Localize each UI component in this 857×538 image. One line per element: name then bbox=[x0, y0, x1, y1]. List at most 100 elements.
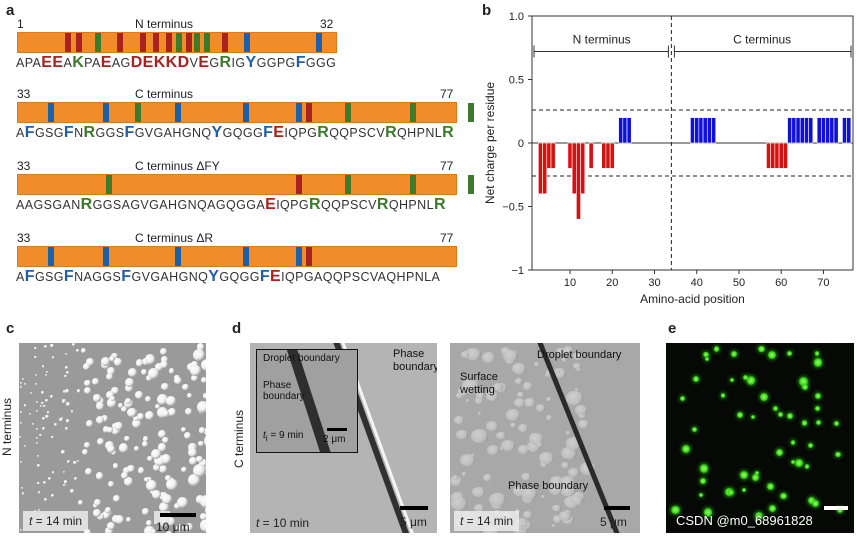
droplet bbox=[539, 461, 547, 468]
sequence-segment: GGG bbox=[305, 56, 337, 70]
droplet bbox=[31, 422, 34, 425]
droplet bbox=[70, 410, 74, 413]
droplet bbox=[549, 476, 563, 487]
droplet bbox=[200, 512, 206, 520]
droplet bbox=[127, 464, 135, 473]
droplet bbox=[472, 486, 486, 498]
scale-bar bbox=[824, 506, 848, 510]
watermark: CSDN @m0_68961828 bbox=[676, 513, 813, 528]
sequence-start-number: 33 bbox=[17, 231, 31, 245]
sequence-segment: E bbox=[270, 268, 282, 285]
droplet bbox=[105, 390, 115, 400]
y-tick-label: −0.5 bbox=[502, 202, 524, 214]
time-stamp: t = 14 min bbox=[454, 511, 520, 531]
droplet bbox=[184, 432, 192, 440]
y-tick-label: −1 bbox=[511, 265, 524, 277]
sequence-segment: A bbox=[63, 56, 73, 70]
residue-marker bbox=[153, 33, 159, 52]
residue-marker bbox=[176, 33, 182, 52]
droplet bbox=[61, 400, 65, 404]
droplet bbox=[107, 480, 115, 487]
data-bar bbox=[804, 117, 809, 144]
residue-marker bbox=[204, 33, 210, 52]
droplet bbox=[192, 464, 206, 478]
data-bar bbox=[609, 142, 615, 169]
droplet bbox=[540, 494, 546, 499]
droplet bbox=[487, 445, 500, 455]
droplet bbox=[133, 445, 140, 451]
droplet bbox=[814, 393, 821, 400]
droplet bbox=[198, 458, 206, 467]
droplet bbox=[481, 352, 495, 364]
droplet bbox=[773, 406, 779, 412]
droplet bbox=[520, 521, 528, 527]
droplet bbox=[521, 472, 531, 481]
sequence-segment: GSG bbox=[34, 126, 64, 140]
droplet bbox=[91, 377, 100, 386]
droplet bbox=[454, 416, 465, 424]
residue-marker bbox=[306, 103, 312, 122]
sequence-segment: IQPG bbox=[284, 126, 318, 140]
droplet bbox=[740, 471, 749, 480]
data-bar bbox=[690, 117, 695, 144]
droplet bbox=[166, 531, 173, 533]
droplet bbox=[698, 492, 704, 498]
droplet bbox=[107, 444, 115, 453]
residue-marker bbox=[48, 247, 54, 266]
data-bar bbox=[808, 117, 814, 144]
sequence-segment: IQPG bbox=[276, 198, 310, 212]
droplet bbox=[41, 402, 44, 405]
data-bar bbox=[601, 142, 607, 169]
droplet bbox=[63, 480, 68, 484]
droplet bbox=[815, 405, 820, 411]
droplet bbox=[182, 384, 189, 391]
droplet bbox=[200, 519, 206, 532]
droplet bbox=[82, 362, 90, 370]
droplet bbox=[109, 355, 115, 362]
sequence-segment: Y bbox=[245, 54, 257, 71]
droplet bbox=[555, 369, 561, 374]
residue-marker bbox=[106, 175, 112, 194]
data-bar bbox=[829, 117, 835, 144]
sequence-segment: R bbox=[309, 196, 322, 213]
sequence-segment: APA bbox=[16, 56, 42, 70]
micrograph-c-terminus-left: Droplet boundary Phase boundary ti = 9 min… bbox=[250, 343, 437, 533]
droplet bbox=[561, 461, 569, 468]
droplet bbox=[755, 470, 760, 475]
droplet bbox=[142, 508, 149, 515]
droplet bbox=[154, 454, 166, 467]
sequence-segment: R bbox=[385, 124, 398, 141]
sequence-segment: E bbox=[265, 196, 277, 213]
droplet bbox=[51, 471, 55, 474]
sequence-segment: R bbox=[317, 124, 330, 141]
residue-marker bbox=[296, 175, 302, 194]
droplet bbox=[23, 404, 26, 407]
droplet bbox=[495, 431, 506, 440]
x-tick-label: 10 bbox=[564, 277, 576, 289]
droplet bbox=[545, 415, 553, 421]
data-bar bbox=[702, 117, 708, 144]
droplet bbox=[198, 427, 206, 434]
droplet bbox=[161, 409, 169, 417]
droplet bbox=[193, 349, 206, 362]
droplet bbox=[21, 493, 24, 496]
sequence-segment: E bbox=[273, 124, 285, 141]
data-bar bbox=[799, 117, 805, 144]
droplet bbox=[572, 362, 581, 370]
sequence-segment: EE bbox=[41, 54, 64, 71]
residue-marker bbox=[194, 33, 200, 52]
droplet bbox=[110, 449, 117, 456]
droplet bbox=[566, 431, 571, 435]
droplet bbox=[45, 399, 49, 403]
droplet bbox=[85, 468, 93, 475]
droplet bbox=[64, 374, 67, 377]
droplet bbox=[473, 503, 484, 512]
droplet bbox=[568, 447, 575, 453]
droplet bbox=[168, 368, 175, 375]
droplet bbox=[60, 417, 63, 420]
droplet bbox=[833, 420, 839, 426]
droplet bbox=[160, 361, 168, 369]
residue-marker bbox=[296, 103, 302, 122]
droplet bbox=[117, 402, 123, 408]
droplet bbox=[560, 476, 575, 488]
